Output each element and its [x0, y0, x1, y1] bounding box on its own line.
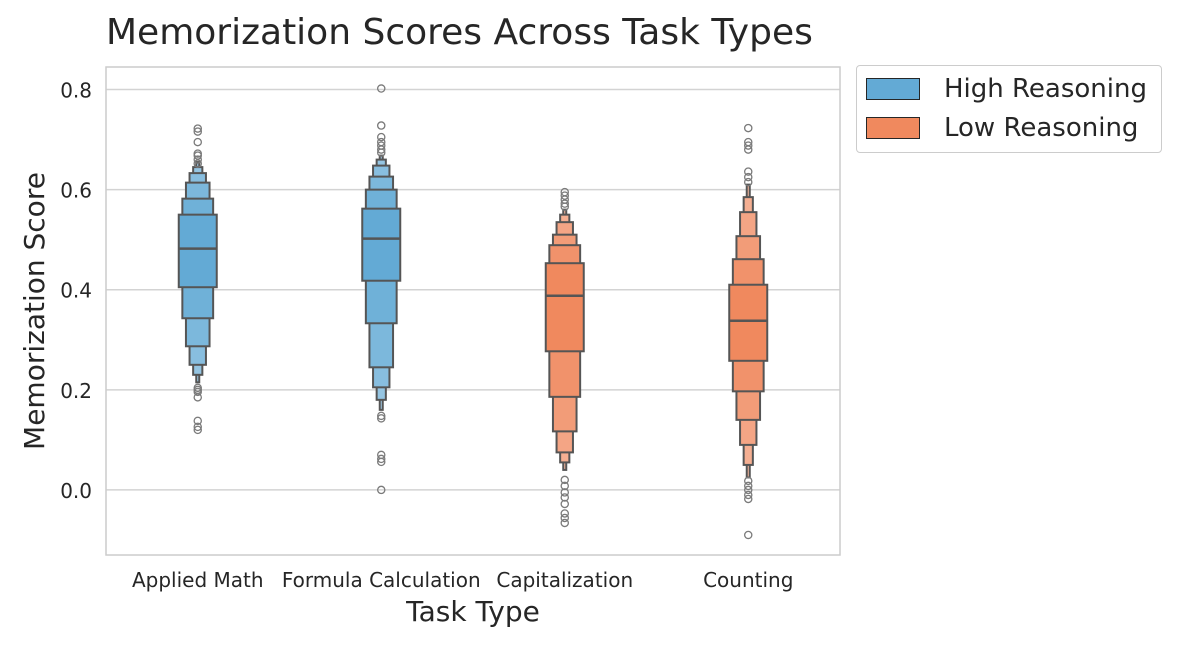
outlier-point	[744, 494, 753, 504]
legend-label-high-reasoning: High Reasoning	[944, 74, 1147, 104]
outlier-point	[193, 155, 202, 164]
outlier-point	[193, 137, 202, 147]
boxen-groups	[177, 84, 769, 540]
outlier-point	[560, 509, 570, 518]
y-tick-label: 0.2	[60, 379, 92, 403]
outlier-point	[560, 191, 570, 200]
x-tick-labels: Applied Math Formula Calculation Capitaliz…	[132, 568, 793, 592]
outlier-point	[744, 123, 753, 133]
outlier-point	[193, 387, 202, 397]
legend-swatch-low-reasoning	[866, 117, 920, 139]
legend: High Reasoning Low Reasoning	[856, 65, 1162, 153]
x-axis-label: Task Type	[405, 595, 540, 628]
y-tick-label: 0.8	[60, 79, 92, 103]
outlier-point	[560, 513, 570, 523]
y-tick-labels: 0.0 0.2 0.4 0.6 0.8	[60, 79, 92, 503]
outlier-point	[744, 476, 753, 486]
x-tick-label: Counting	[703, 568, 793, 592]
outlier-point	[193, 159, 202, 168]
outlier-point	[193, 393, 202, 402]
boxen-group	[177, 124, 218, 435]
legend-item-high-reasoning: High Reasoning	[866, 74, 1147, 104]
boxen-box	[728, 283, 769, 362]
outlier-point	[376, 84, 386, 93]
y-axis-label: Memorization Score	[18, 172, 51, 450]
outlier-point	[376, 485, 386, 495]
outlier-point	[744, 481, 753, 491]
outlier-point	[376, 121, 386, 130]
legend-label-low-reasoning: Low Reasoning	[944, 113, 1139, 143]
legend-item-low-reasoning: Low Reasoning	[866, 113, 1139, 143]
outlier-point	[560, 493, 570, 502]
outlier-point	[560, 518, 570, 528]
outlier-point	[193, 124, 202, 133]
boxen-box	[177, 213, 218, 289]
outlier-point	[744, 141, 753, 150]
outlier-point	[376, 454, 386, 464]
y-tick-label: 0.0	[60, 479, 92, 503]
outlier-point	[193, 151, 202, 160]
y-tick-label: 0.4	[60, 279, 92, 303]
outlier-point	[744, 485, 753, 495]
x-tick-label: Applied Math	[132, 568, 264, 592]
plot-area-background	[106, 67, 840, 555]
boxen-group	[728, 123, 769, 540]
outlier-point	[560, 499, 570, 509]
outlier-point	[376, 411, 386, 421]
x-tick-label: Capitalization	[496, 568, 633, 592]
boxen-group	[361, 84, 402, 495]
outlier-point	[744, 530, 753, 540]
boxen-box	[361, 207, 402, 282]
outlier-point	[560, 202, 570, 211]
outlier-point	[193, 422, 202, 432]
outlier-point	[193, 127, 202, 136]
boxen-group	[544, 187, 585, 528]
outlier-point	[560, 199, 570, 208]
outlier-point	[744, 167, 753, 176]
outlier-point	[744, 145, 753, 154]
plot-area-frame	[105, 66, 841, 556]
outlier-point	[560, 488, 570, 497]
outlier-point	[193, 416, 202, 426]
y-tick-label: 0.6	[60, 179, 92, 203]
grid-lines	[106, 88, 840, 491]
outlier-point	[376, 132, 386, 142]
x-tick-label: Formula Calculation	[282, 568, 481, 592]
outlier-point	[376, 145, 386, 154]
outlier-point	[376, 148, 386, 157]
chart-title: Memorization Scores Across Task Types	[106, 12, 813, 53]
outlier-point	[560, 475, 570, 485]
outlier-point	[744, 177, 753, 187]
outlier-point	[193, 425, 202, 435]
outlier-point	[376, 457, 386, 467]
legend-swatch-high-reasoning	[866, 78, 920, 100]
outlier-point	[744, 490, 753, 500]
outlier-point	[376, 414, 386, 423]
outlier-point	[560, 481, 570, 491]
outlier-point	[744, 172, 753, 182]
boxen-box	[544, 262, 585, 353]
